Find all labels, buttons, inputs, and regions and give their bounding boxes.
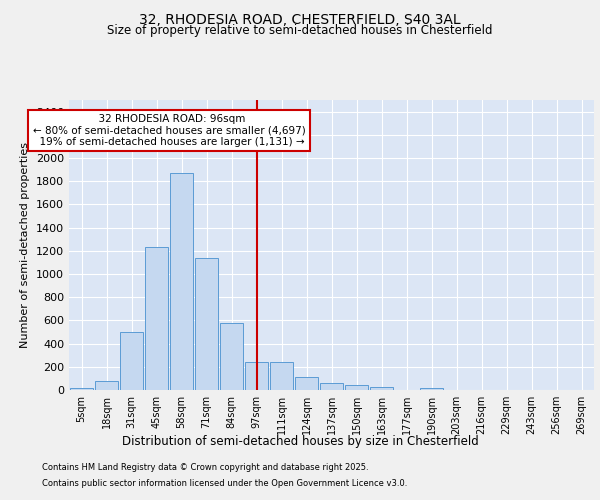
Bar xyxy=(344,386,368,390)
Bar xyxy=(220,322,244,390)
Bar xyxy=(119,332,143,390)
Bar xyxy=(419,388,443,390)
Text: Distribution of semi-detached houses by size in Chesterfield: Distribution of semi-detached houses by … xyxy=(122,435,478,448)
Bar xyxy=(370,387,394,390)
Bar xyxy=(320,383,343,390)
Text: 32 RHODESIA ROAD: 96sqm
← 80% of semi-detached houses are smaller (4,697)
  19% : 32 RHODESIA ROAD: 96sqm ← 80% of semi-de… xyxy=(32,114,305,147)
Bar xyxy=(269,362,293,390)
Bar xyxy=(95,380,118,390)
Bar xyxy=(194,258,218,390)
Text: 32, RHODESIA ROAD, CHESTERFIELD, S40 3AL: 32, RHODESIA ROAD, CHESTERFIELD, S40 3AL xyxy=(139,12,461,26)
Text: Size of property relative to semi-detached houses in Chesterfield: Size of property relative to semi-detach… xyxy=(107,24,493,37)
Bar xyxy=(295,377,319,390)
Bar xyxy=(245,362,268,390)
Bar xyxy=(70,388,94,390)
Text: Contains HM Land Registry data © Crown copyright and database right 2025.: Contains HM Land Registry data © Crown c… xyxy=(42,464,368,472)
Bar xyxy=(170,173,193,390)
Text: Contains public sector information licensed under the Open Government Licence v3: Contains public sector information licen… xyxy=(42,478,407,488)
Y-axis label: Number of semi-detached properties: Number of semi-detached properties xyxy=(20,142,31,348)
Bar xyxy=(145,248,169,390)
